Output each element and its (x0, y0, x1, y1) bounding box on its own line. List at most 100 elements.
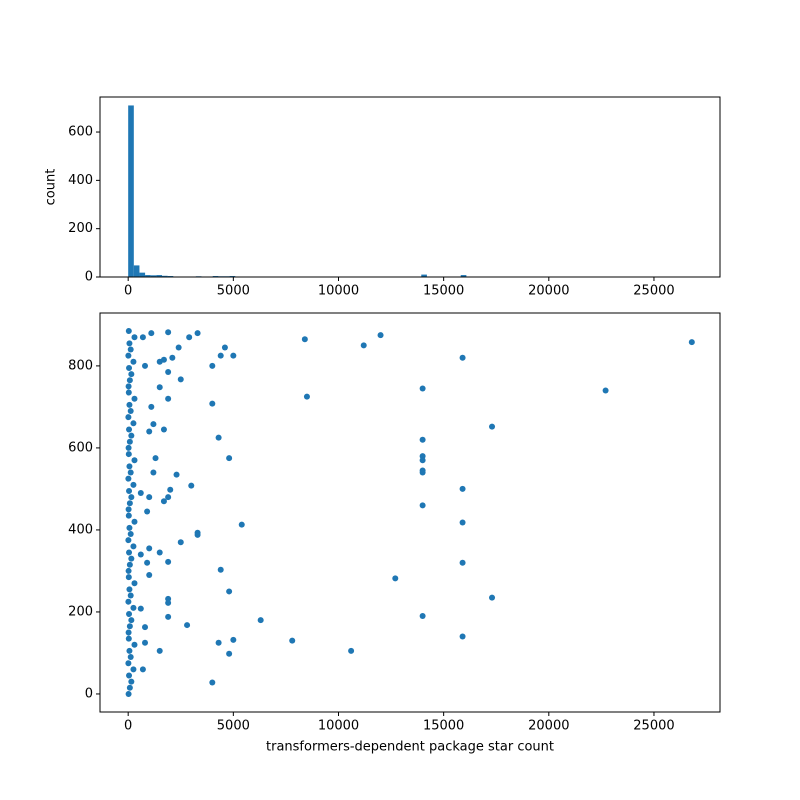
point (459, 354, 466, 361)
point (125, 567, 132, 574)
point (137, 551, 144, 558)
point (127, 592, 134, 599)
point (489, 594, 496, 601)
point (126, 586, 133, 593)
point (419, 436, 426, 443)
point (156, 549, 163, 556)
point (226, 650, 233, 657)
bar (150, 275, 157, 277)
point (127, 408, 134, 415)
point (125, 506, 132, 513)
point (127, 346, 134, 353)
point (131, 457, 138, 464)
point (125, 512, 132, 519)
point (130, 666, 137, 673)
point (125, 598, 132, 605)
point (125, 475, 132, 482)
point (184, 622, 191, 629)
point (128, 371, 135, 378)
point (165, 613, 172, 620)
point (177, 376, 184, 383)
point (230, 352, 237, 359)
point (459, 519, 466, 526)
point (131, 641, 138, 648)
point (165, 329, 172, 336)
point (131, 518, 138, 525)
point (226, 588, 233, 595)
point (156, 647, 163, 654)
point (209, 679, 216, 686)
point (165, 369, 172, 376)
x-tick-label: 10000 (318, 719, 359, 734)
axes-frame (99, 312, 721, 713)
point (126, 401, 133, 408)
x-tick-label: 20000 (528, 284, 569, 299)
point (146, 572, 153, 579)
x-tick-label: 25000 (633, 284, 674, 299)
point (125, 444, 132, 451)
point (148, 403, 155, 410)
point (146, 545, 153, 552)
point (142, 639, 149, 646)
point (152, 455, 159, 462)
point (144, 559, 151, 566)
point (419, 469, 426, 476)
point (125, 537, 132, 544)
point (165, 595, 172, 602)
point (130, 358, 137, 365)
point (602, 387, 609, 394)
x-tick-label: 0 (124, 719, 132, 734)
point (144, 508, 151, 515)
point (128, 678, 135, 685)
point (126, 647, 133, 654)
bar (156, 275, 162, 277)
x-tick-label: 5000 (217, 719, 250, 734)
point (125, 383, 132, 390)
point (125, 389, 132, 396)
point (126, 340, 133, 347)
y-tick-label: 800 (68, 358, 93, 373)
point (177, 539, 184, 546)
bar (460, 275, 467, 277)
axes-frame (99, 96, 721, 278)
point (459, 633, 466, 640)
point (126, 377, 133, 384)
point (688, 339, 695, 346)
point (126, 500, 133, 507)
point (125, 328, 132, 335)
point (150, 469, 157, 476)
point (125, 660, 132, 667)
point (392, 575, 399, 582)
point (301, 336, 308, 343)
point (257, 617, 264, 624)
point (156, 384, 163, 391)
point (226, 455, 233, 462)
point (150, 421, 157, 428)
point (175, 344, 182, 351)
bar (133, 265, 140, 277)
bar (162, 275, 168, 277)
point (419, 613, 426, 620)
bar (128, 105, 134, 277)
point (126, 426, 133, 433)
point (131, 580, 138, 587)
x-tick-label: 10000 (318, 284, 359, 299)
point (126, 487, 133, 494)
point (303, 393, 310, 400)
point (165, 494, 172, 501)
point (125, 451, 132, 458)
bar (139, 272, 146, 277)
x-tick-label: 20000 (528, 719, 569, 734)
bar (421, 274, 427, 277)
point (125, 414, 132, 421)
y-tick-label: 400 (68, 522, 93, 537)
point (348, 647, 355, 654)
point (160, 498, 167, 505)
point (130, 481, 137, 488)
point (142, 624, 149, 631)
point (377, 332, 384, 339)
point (419, 453, 426, 460)
point (126, 463, 133, 470)
y-tick-label: 200 (68, 604, 93, 619)
point (126, 524, 133, 531)
